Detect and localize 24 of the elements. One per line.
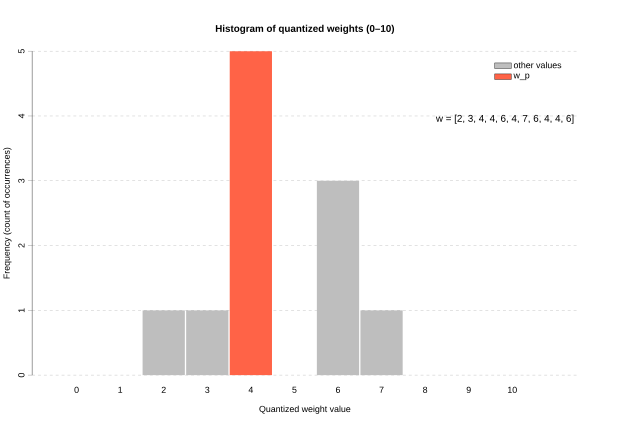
chart-title: Histogram of quantized weights (0–10): [216, 24, 394, 34]
x-tick-label: 4: [248, 386, 254, 393]
x-tick-label: 3: [205, 386, 210, 393]
bar: [230, 51, 272, 376]
x-tick-label: 6: [336, 386, 340, 393]
legend-label: other values: [514, 62, 562, 68]
y-tick-label: 3: [18, 178, 24, 183]
x-tick-label: 1: [118, 386, 122, 393]
x-tick-label: 0: [74, 386, 79, 393]
x-tick-label: 8: [423, 386, 428, 393]
x-tick-label: 9: [466, 386, 471, 393]
y-tick-label: 2: [18, 243, 24, 248]
x-tick-label: 7: [380, 386, 384, 393]
x-tick-label: 2: [162, 386, 166, 393]
y-tick-label: 1: [18, 308, 24, 312]
y-tick-label: 0: [18, 372, 24, 378]
x-axis-title: Quantized weight value: [259, 406, 350, 414]
annotation: w = [2, 3, 4, 4, 6, 4, 7, 6, 4, 4, 6]: [436, 114, 574, 124]
y-axis-title: Frequency (count of occurrences): [3, 148, 12, 278]
y-tick-label: 5: [18, 49, 24, 54]
x-tick-label: 5: [292, 386, 297, 393]
x-tick-label: 10: [508, 386, 517, 393]
y-tick-label: 4: [18, 114, 24, 118]
legend-label: w_p: [513, 74, 530, 80]
